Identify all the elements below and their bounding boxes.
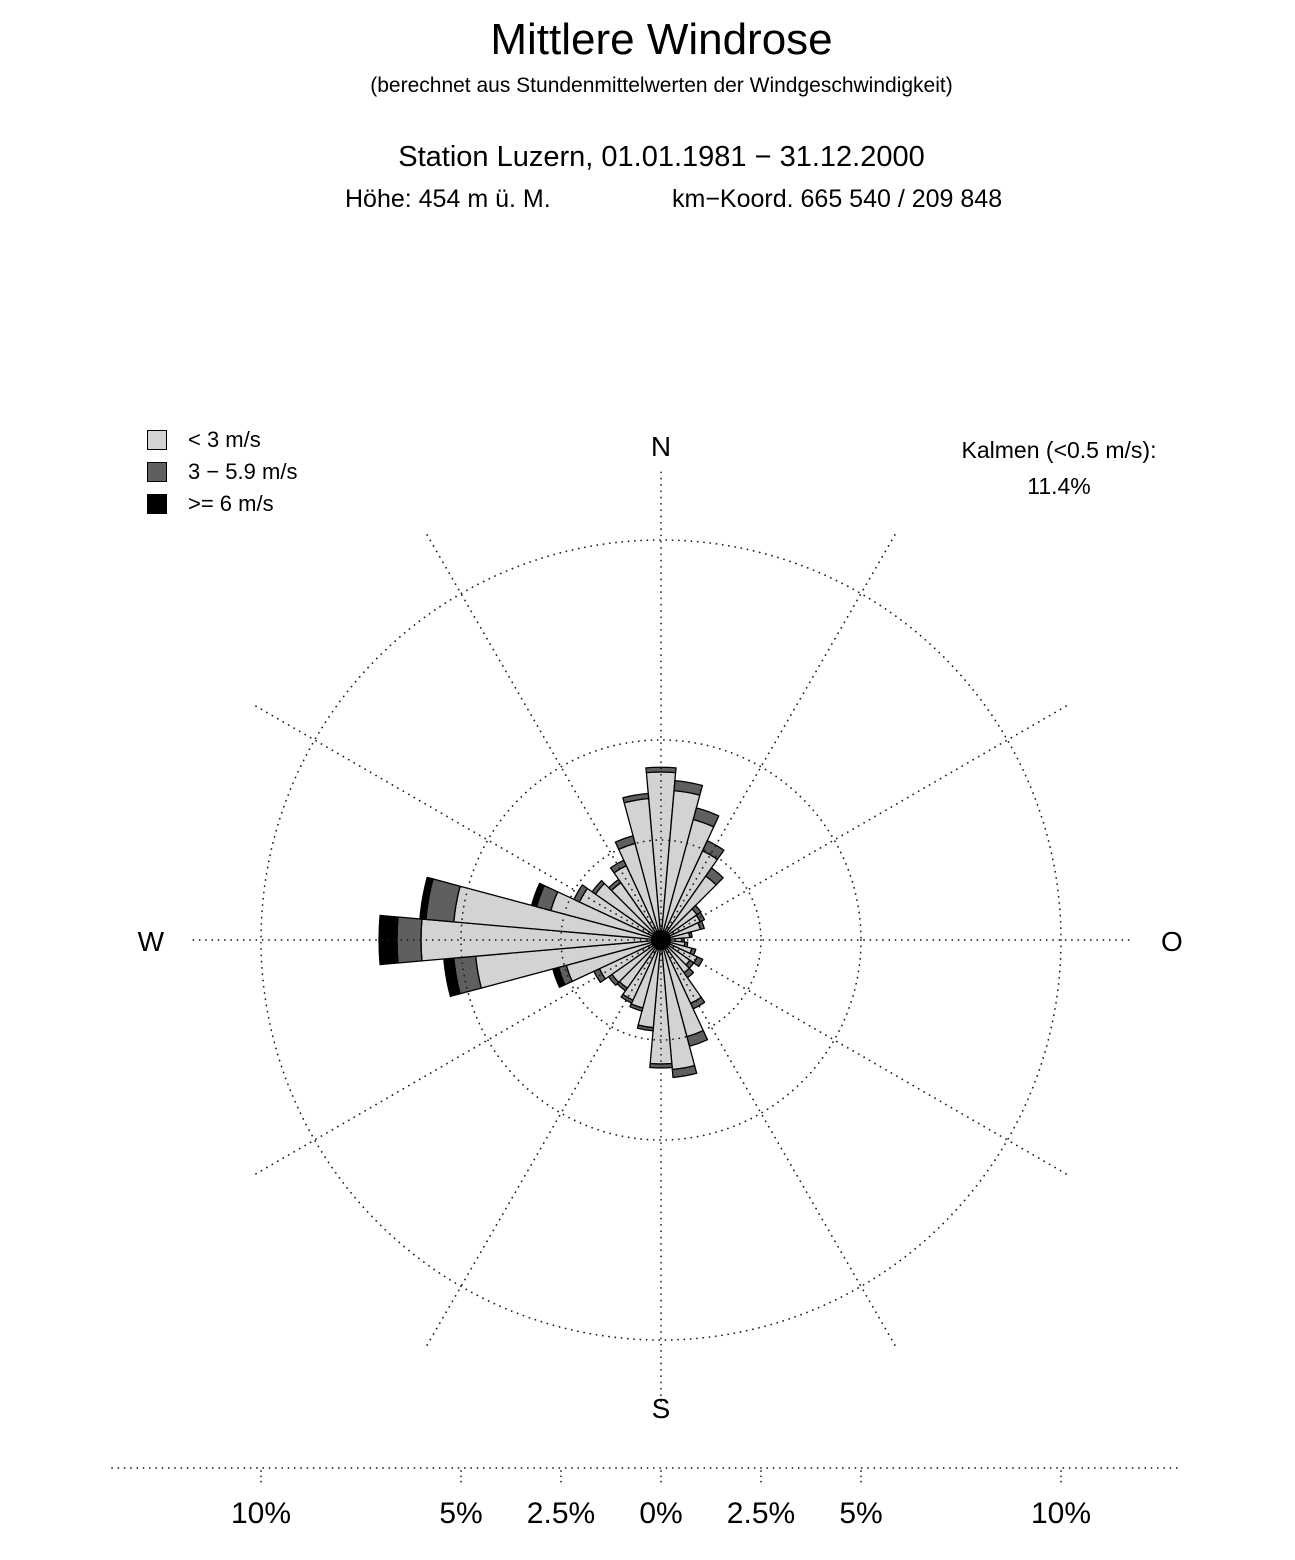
axis-tick-label: 0%	[639, 1497, 683, 1530]
legend-row: 3 − 5.9 m/s	[147, 459, 298, 484]
petal-segment	[419, 876, 434, 921]
petal-segment	[693, 956, 704, 968]
petal-segment	[705, 867, 724, 886]
petal-70	[660, 920, 705, 941]
petal-30	[660, 840, 725, 941]
petal-segment	[591, 879, 606, 895]
petal-40	[660, 867, 724, 941]
petal-segment	[530, 882, 545, 908]
petal-segment	[701, 840, 725, 861]
grid-radial-line	[426, 951, 655, 1347]
grid-ring	[560, 839, 762, 1041]
petal-180	[649, 939, 673, 1069]
petal-segment	[573, 884, 588, 903]
petal-segment	[673, 779, 704, 796]
windrose-petals	[378, 766, 725, 1079]
page-title: Mittlere Windrose	[490, 15, 833, 64]
axis-tick-label: 10%	[1030, 1497, 1092, 1530]
station-altitude: Höhe: 454 m ü. M.	[345, 185, 551, 213]
petal-segment	[620, 993, 634, 1004]
grid-radial-line	[672, 705, 1068, 934]
station-coordinates: km−Koord. 665 540 / 209 848	[672, 185, 1003, 213]
petal-segment	[692, 807, 720, 828]
speed-legend: < 3 m/s 3 − 5.9 m/s >= 6 m/s	[147, 427, 298, 526]
legend-swatch-icon	[147, 462, 167, 482]
petal-segment	[645, 766, 677, 774]
calm-block: Kalmen (<0.5 m/s): 11.4%	[928, 437, 1190, 500]
axis-tick-label: 10%	[230, 1497, 292, 1530]
petal-310	[591, 879, 662, 941]
petal-segment	[636, 1024, 654, 1032]
compass-label-south: S	[651, 1393, 671, 1424]
legend-row: < 3 m/s	[147, 427, 297, 452]
calm-value: 11.4%	[1027, 473, 1091, 499]
axis-tick-label: 5%	[839, 1497, 883, 1530]
axis-tick-label: 2.5%	[726, 1497, 796, 1530]
petal-290	[530, 882, 662, 941]
grid-radial-line	[672, 946, 1068, 1175]
petal-330	[609, 859, 662, 941]
legend-label: < 3 m/s	[188, 427, 261, 452]
grid-ring	[460, 739, 862, 1141]
petal-segment	[697, 920, 705, 931]
petal-segment	[649, 1062, 673, 1069]
petal-segment	[691, 904, 702, 916]
legend-swatch-icon	[147, 494, 167, 514]
petal-210	[620, 939, 662, 1004]
grid-radial-line	[667, 951, 896, 1347]
grid-radial-line	[667, 533, 896, 929]
petal-170	[660, 939, 698, 1079]
petal-20	[660, 807, 720, 941]
grid-radial-line	[254, 705, 650, 934]
grid-ring	[260, 539, 1062, 1341]
petal-segment	[671, 1064, 698, 1079]
grid-radial-line	[254, 946, 650, 1175]
legend-row: >= 6 m/s	[147, 491, 297, 516]
station-period-line: Station Luzern, 01.01.1981 − 31.12.2000	[398, 141, 925, 173]
page-subtitle: (berechnet aus Stundenmittelwerten der W…	[370, 74, 953, 97]
radial-axis	[111, 1467, 1181, 1487]
radial-axis-labels: 10% 5% 2.5% 0% 2.5% 5% 10%	[0, 1497, 1295, 1537]
axis-tick-label: 5%	[439, 1497, 483, 1530]
legend-label: 3 − 5.9 m/s	[188, 459, 298, 484]
axis-tick-label: 2.5%	[526, 1497, 596, 1530]
polar-grid	[192, 471, 1130, 1409]
petal-350	[622, 792, 662, 941]
legend-swatch-icon	[147, 430, 167, 450]
grid-radial-line	[426, 533, 655, 929]
calm-label: Kalmen (<0.5 m/s):	[961, 437, 1157, 463]
petal-segment	[622, 792, 650, 804]
calm-center-dot	[651, 930, 671, 950]
legend-label: >= 6 m/s	[188, 491, 274, 516]
petal-segment	[629, 1003, 644, 1012]
compass-label-west: W	[137, 926, 164, 957]
compass-label-east: O	[1161, 926, 1183, 957]
petal-segment	[688, 931, 693, 939]
compass-label-north: N	[650, 431, 672, 462]
